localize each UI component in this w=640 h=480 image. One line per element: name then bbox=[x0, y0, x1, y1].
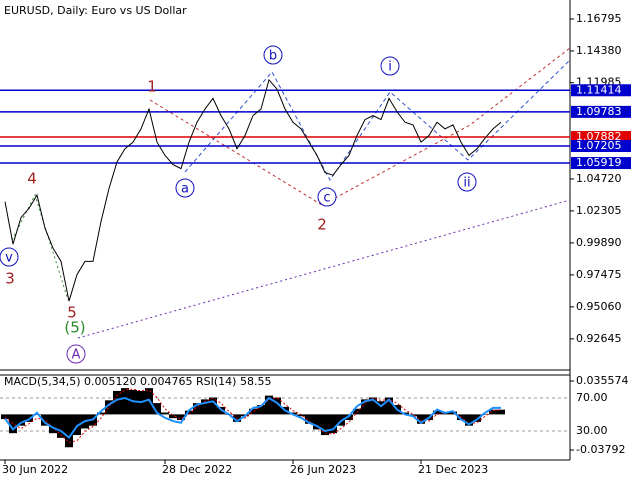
y-tick-label: -0.03792 bbox=[576, 443, 625, 456]
wave-label: i bbox=[388, 60, 392, 75]
macd-bar bbox=[41, 414, 49, 426]
level-label-box bbox=[571, 84, 631, 97]
wave-label-circle bbox=[380, 56, 400, 76]
macd-bar bbox=[153, 403, 161, 415]
macd-bar bbox=[321, 414, 329, 436]
y-tick-label: 1.04720 bbox=[576, 172, 622, 185]
wave-label-circle bbox=[317, 187, 337, 207]
macd-bar bbox=[313, 414, 321, 430]
macd-bar bbox=[377, 401, 385, 415]
macd-bar bbox=[433, 410, 441, 415]
macd-bar bbox=[273, 397, 281, 415]
level-label: 1.09783 bbox=[576, 105, 622, 118]
macd-bar bbox=[353, 408, 361, 415]
wave-label: A bbox=[72, 348, 81, 363]
macd-bar bbox=[17, 414, 25, 426]
macd-bar bbox=[73, 414, 81, 436]
wave-label: a bbox=[181, 182, 189, 197]
macd-bar bbox=[1, 414, 9, 420]
macd-bar bbox=[169, 414, 177, 419]
wave-lines bbox=[11, 47, 571, 339]
macd-bar bbox=[249, 408, 257, 415]
y-tick-label: 1.14380 bbox=[576, 44, 622, 57]
y2-tick-label: 30.00 bbox=[576, 424, 608, 437]
trend-line bbox=[77, 199, 571, 339]
macd-bar bbox=[121, 388, 129, 415]
level-label: 1.07205 bbox=[576, 139, 622, 152]
wave-label: 5 bbox=[67, 304, 77, 322]
wave-label: b bbox=[269, 49, 277, 64]
level-label: 1.05919 bbox=[576, 156, 622, 169]
x-tick-label: 30 Jun 2022 bbox=[2, 463, 68, 476]
wave-label: c bbox=[323, 191, 330, 206]
wave-label: 4 bbox=[27, 170, 37, 188]
level-label-box bbox=[571, 105, 631, 118]
macd-bar bbox=[177, 414, 185, 421]
macd-bar bbox=[465, 414, 473, 426]
macd-bar bbox=[105, 400, 113, 415]
level-label: 1.07882 bbox=[576, 130, 622, 143]
level-label: 1.11414 bbox=[576, 83, 622, 96]
y-tick-label: 0.92645 bbox=[576, 332, 622, 345]
y-tick-label: 1.02305 bbox=[576, 204, 622, 217]
y-tick-label: 0.95060 bbox=[576, 300, 622, 313]
wave-line bbox=[184, 59, 571, 181]
wave-label-circle bbox=[66, 344, 86, 364]
macd-bar bbox=[489, 409, 497, 415]
macd-bar bbox=[417, 414, 425, 424]
macd-bar bbox=[97, 412, 105, 415]
macd-bar bbox=[49, 414, 57, 434]
wave-line bbox=[11, 193, 69, 301]
wave-label-circle bbox=[457, 172, 477, 192]
level-label-box bbox=[571, 140, 631, 153]
wave-label-circle bbox=[175, 178, 195, 198]
macd-bar bbox=[209, 397, 217, 415]
indicator-title: MACD(5,34,5) 0.005120 0.004765 RSI(14) 5… bbox=[4, 375, 271, 388]
wave-line bbox=[149, 47, 571, 206]
macd-bar bbox=[57, 414, 65, 438]
macd-bar bbox=[297, 414, 305, 417]
macd-bar bbox=[193, 403, 201, 415]
y2-tick-label: 70.00 bbox=[576, 391, 608, 404]
wave-label: 3 bbox=[5, 270, 15, 288]
y-tick-label: 0.99890 bbox=[576, 236, 622, 249]
wave-label: (5) bbox=[64, 319, 85, 337]
macd-bar bbox=[161, 412, 169, 415]
macd-bar bbox=[113, 390, 121, 415]
macd-bar bbox=[329, 414, 337, 434]
macd-bar bbox=[481, 414, 489, 415]
level-label-box bbox=[571, 157, 631, 170]
macd-bar bbox=[33, 414, 41, 415]
signal-line bbox=[4, 388, 502, 444]
wave-label: 2 bbox=[317, 216, 327, 234]
macd-bar bbox=[497, 409, 505, 415]
macd-bar bbox=[9, 414, 17, 434]
wave-label: ii bbox=[463, 176, 470, 191]
wave-label-circle bbox=[0, 247, 19, 267]
rsi-line bbox=[4, 396, 501, 440]
wave-label: v bbox=[5, 251, 13, 266]
macd-bar bbox=[361, 399, 369, 415]
wave-label: 1 bbox=[147, 78, 157, 96]
y-tick-label: 0.97475 bbox=[576, 268, 622, 281]
macd-bar bbox=[201, 399, 209, 415]
x-tick-label: 21 Dec 2023 bbox=[418, 463, 488, 476]
x-tick-label: 28 Dec 2022 bbox=[162, 463, 232, 476]
macd-bar bbox=[369, 397, 377, 415]
y-tick-label: 1.16795 bbox=[576, 12, 622, 25]
x-tick-label: 26 Jun 2023 bbox=[290, 463, 356, 476]
macd-bar bbox=[185, 410, 193, 415]
macd-bar bbox=[265, 395, 273, 415]
macd-bar bbox=[305, 414, 313, 424]
macd-bar bbox=[65, 414, 73, 448]
macd-bar bbox=[449, 411, 457, 415]
macd-bar bbox=[385, 397, 393, 415]
macd-bar bbox=[257, 405, 265, 415]
y-tick-label: 0.035574 bbox=[576, 374, 629, 387]
wave-label-circle bbox=[263, 45, 283, 65]
chart-title: EURUSD, Daily: Euro vs US Dollar bbox=[4, 4, 187, 17]
price-line bbox=[4, 78, 502, 302]
